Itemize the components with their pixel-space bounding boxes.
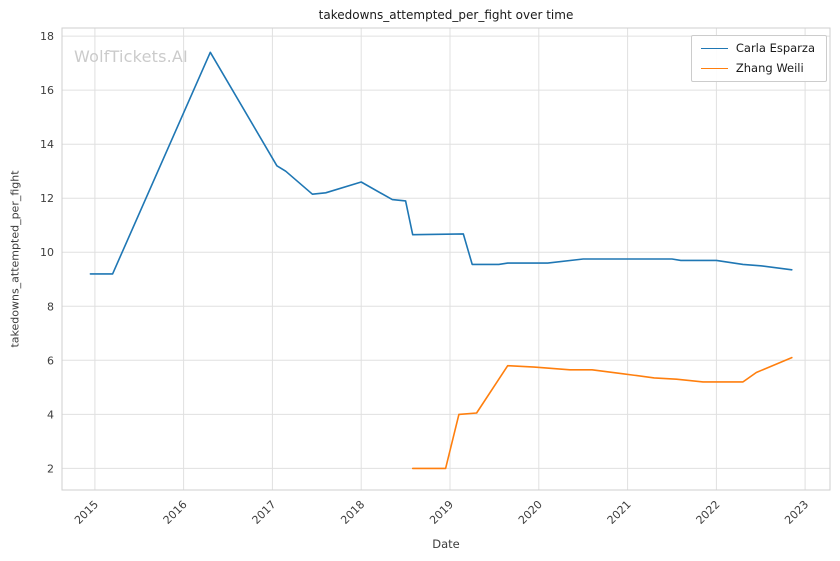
series-line-zhang-weili [411,356,793,470]
y-tick-label: 18 [40,30,54,43]
plot-frame [61,27,831,491]
x-tick-label: 2019 [427,498,456,527]
y-tick-label: 8 [47,300,54,313]
x-tick-label: 2023 [782,498,811,527]
x-tick-label: 2021 [605,498,634,527]
y-tick-label: 6 [47,354,54,367]
legend-line-sample-carla-esparza [700,48,728,50]
y-tick-label: 2 [47,462,54,475]
x-tick-label: 2018 [338,498,367,527]
x-axis-label: Date [432,537,460,551]
y-tick-label: 16 [40,84,54,97]
y-axis-label: takedowns_attempted_per_fight [8,170,22,348]
chart-title: takedowns_attempted_per_fight over time [318,8,574,22]
legend: Carla Esparza Zhang Weili [690,35,827,82]
legend-item-carla-esparza: Carla Esparza [700,41,815,55]
x-tick-label: 2017 [250,498,279,527]
series-line-carla-esparza [89,51,793,275]
y-tick-label: 12 [40,192,54,205]
watermark-text: WolfTickets.AI [74,47,188,66]
x-tick-label: 2022 [694,498,723,527]
x-tick-label: 2015 [72,498,101,527]
y-tick-label: 10 [40,246,54,259]
legend-item-zhang-weili: Zhang Weili [700,60,815,75]
y-tick-label: 4 [47,408,54,421]
y-tick-label: 14 [40,138,54,151]
legend-label-zhang-weili: Zhang Weili [735,60,804,75]
legend-line-sample-zhang-weili [700,67,728,69]
legend-label-carla-esparza: Carla Esparza [735,41,815,55]
x-tick-label: 2016 [161,498,190,527]
x-tick-label: 2020 [516,498,545,527]
